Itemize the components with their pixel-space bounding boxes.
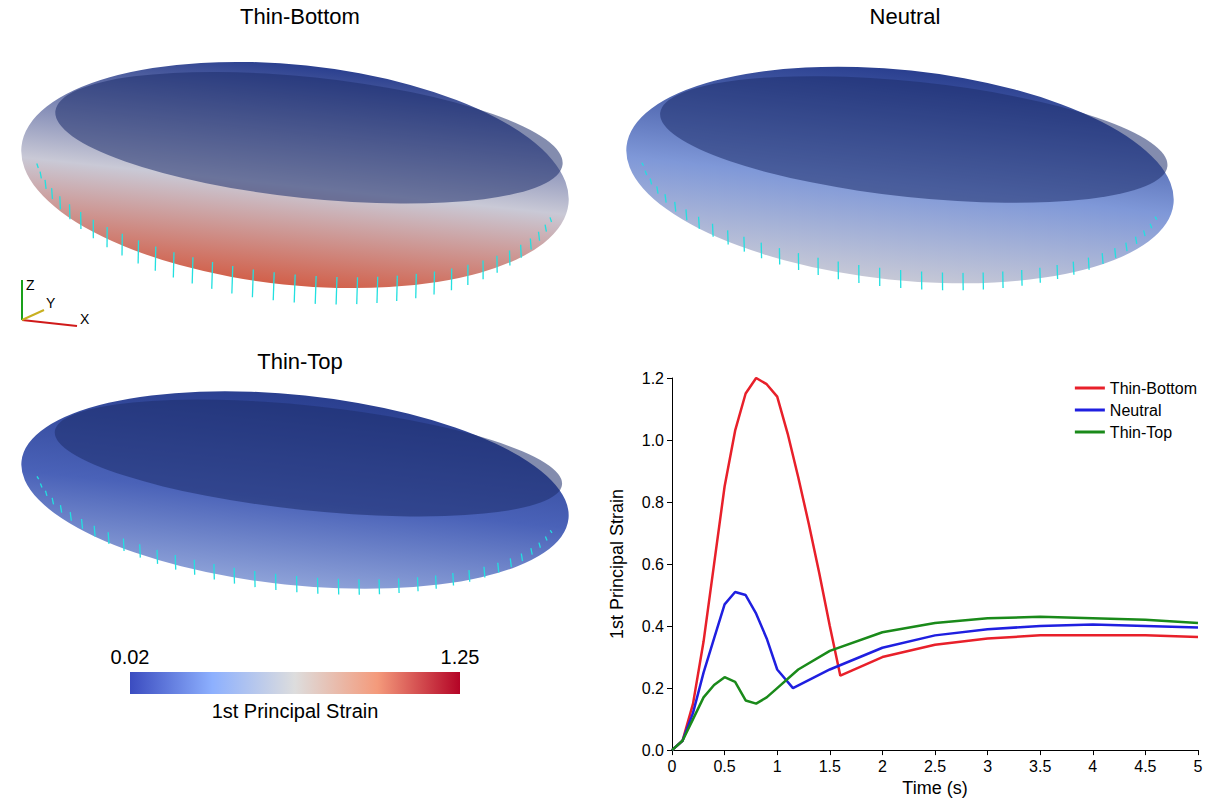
html-text:Neutral: Neutral [869,4,941,29]
svg-text:Thin-Bottom: Thin-Bottom [1110,380,1197,397]
html-text:Thin-Top: Thin-Top [257,349,343,374]
html-text:Thin-Bottom: Thin-Bottom [240,4,360,29]
svg-text:4: 4 [1088,758,1097,775]
svg-text:1.0: 1.0 [642,432,664,449]
svg-text:3.5: 3.5 [1029,758,1051,775]
svg-text:Z: Z [26,277,35,293]
svg-text:0.0: 0.0 [642,742,664,759]
svg-text:2.5: 2.5 [924,758,946,775]
svg-text:X: X [80,311,90,327]
svg-text:Neutral: Neutral [1110,402,1162,419]
svg-text:Y: Y [46,295,56,311]
svg-text:Thin-Top: Thin-Top [1110,424,1172,441]
svg-text:5: 5 [1194,758,1203,775]
svg-text:1.5: 1.5 [819,758,841,775]
svg-text:3: 3 [983,758,992,775]
svg-text:0.5: 0.5 [713,758,735,775]
svg-text:1: 1 [773,758,782,775]
svg-text:1st Principal Strain: 1st Principal Strain [212,700,379,722]
svg-text:4.5: 4.5 [1134,758,1156,775]
svg-text:0.2: 0.2 [642,680,664,697]
svg-text:1st Principal Strain: 1st Principal Strain [607,489,627,639]
svg-text:0.02: 0.02 [111,646,150,668]
svg-text:0.6: 0.6 [642,556,664,573]
svg-text:Time (s): Time (s) [902,778,967,798]
svg-text:0.8: 0.8 [642,494,664,511]
svg-text:1.2: 1.2 [642,370,664,387]
svg-text:0: 0 [668,758,677,775]
svg-text:2: 2 [878,758,887,775]
svg-text:0.4: 0.4 [642,618,664,635]
svg-text:1.25: 1.25 [441,646,480,668]
